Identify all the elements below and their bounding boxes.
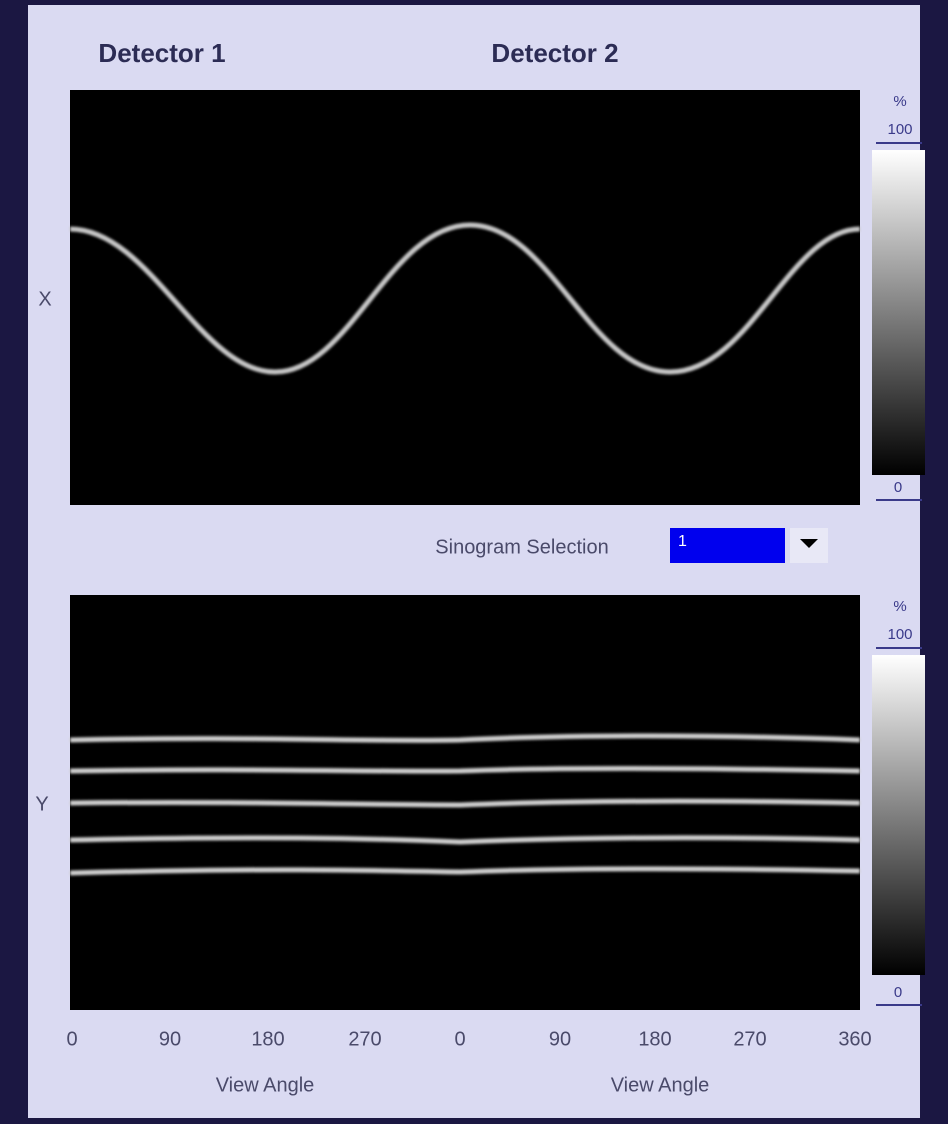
colorbar-unit: % — [893, 93, 906, 110]
sinogram-dropdown[interactable]: 1 — [670, 528, 828, 563]
colorbar — [872, 655, 925, 975]
top-sinogram-image — [70, 90, 860, 505]
x-axis-title: View Angle — [611, 1074, 710, 1096]
dropdown-field[interactable] — [670, 528, 785, 563]
detector-1-header: Detector 1 — [98, 38, 225, 68]
x-tick-label: 360 — [838, 1028, 871, 1050]
page: Detector 1 Detector 2 X % 100 0 Sinogram… — [0, 0, 948, 1124]
dropdown-value[interactable]: 1 — [678, 533, 687, 550]
x-tick-label: 0 — [454, 1028, 465, 1050]
colorbar — [872, 150, 925, 475]
x-tick-label: 180 — [638, 1028, 671, 1050]
colorbar-max: 100 — [887, 121, 912, 138]
x-tick-label: 270 — [733, 1028, 766, 1050]
colorbar-min: 0 — [894, 984, 902, 1001]
x-axis-label: X — [38, 288, 51, 310]
x-tick-label: 90 — [159, 1028, 181, 1050]
selector-label: Sinogram Selection — [435, 536, 608, 558]
colorbar-min: 0 — [894, 479, 902, 496]
x-tick-label: 90 — [549, 1028, 571, 1050]
y-axis-label: Y — [35, 793, 48, 815]
colorbar-max: 100 — [887, 626, 912, 643]
x-tick-label: 270 — [348, 1028, 381, 1050]
x-tick-label: 180 — [251, 1028, 284, 1050]
x-tick-label: 0 — [66, 1028, 77, 1050]
colorbar-unit: % — [893, 598, 906, 615]
x-axis-title: View Angle — [216, 1074, 315, 1096]
sinogram-line — [70, 768, 860, 771]
detector-2-header: Detector 2 — [491, 38, 618, 68]
